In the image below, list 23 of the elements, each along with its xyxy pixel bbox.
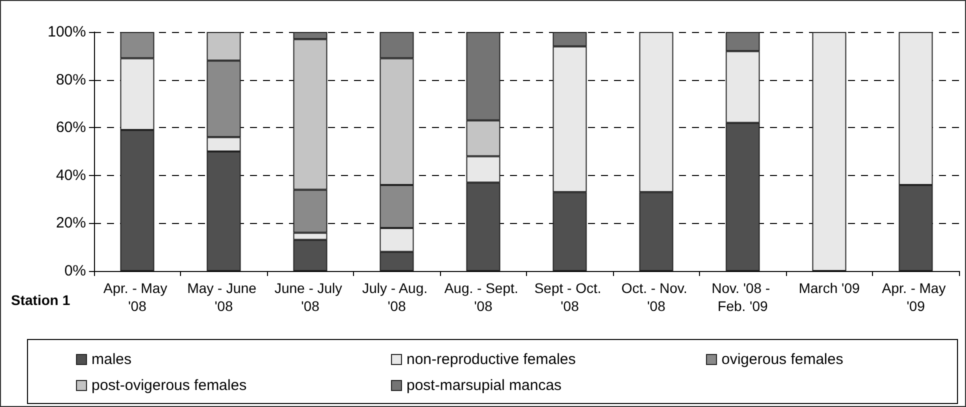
legend-label: post-ovigerous females [92, 377, 247, 394]
x-tick-label: Sept - Oct. '08 [534, 280, 606, 314]
y-tick-label: 80% [56, 71, 86, 88]
y-tick-label: 0% [64, 262, 86, 280]
legend-label: post-marsupial mancas [406, 377, 562, 394]
x-tick-label: June - July '08 [274, 280, 346, 314]
text: Station 1 [11, 292, 70, 308]
y-tick-label: 100% [48, 24, 86, 40]
bar [812, 32, 846, 271]
x-tick-label: Apr. - May '09 [882, 280, 950, 314]
x-tick-label: Aug. - Sept. '08 [444, 280, 522, 314]
x-tick-label: Apr. - May '08 [103, 280, 172, 314]
y-tick-label: 20% [56, 214, 86, 232]
x-tick-label: July - Aug. '08 [362, 280, 432, 314]
y-tick-label: 60% [56, 119, 86, 136]
x-tick-label: May - June '08 [187, 280, 260, 314]
y-tick-label: 40% [56, 166, 86, 184]
x-tick-label: March '09 [798, 280, 860, 296]
x-tick-label: Nov. '08 - Feb. '09 [712, 280, 774, 314]
legend-label: males [92, 351, 132, 368]
legend-label: non-reproductive females [406, 351, 576, 368]
legend-label: ovigerous females [722, 351, 844, 368]
x-tick-label: Oct. - Nov. '08 [621, 280, 692, 314]
